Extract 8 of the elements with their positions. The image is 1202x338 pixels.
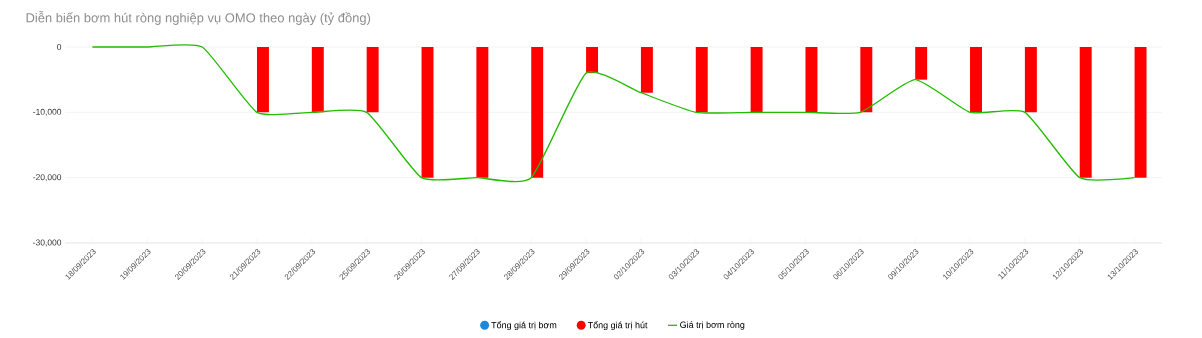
legend-label: Tổng giá trị bơm — [491, 320, 557, 331]
y-tick-label: -10,000 — [33, 108, 62, 116]
chart-title: Diễn biến bơm hút ròng nghiệp vụ OMO theo ngày (tỷ đồng) — [26, 11, 371, 25]
y-tick-label: 0 — [57, 44, 62, 50]
legend-label: Giá trị bơm ròng — [680, 321, 745, 330]
y-tick-label: -20,000 — [33, 174, 62, 182]
legend-label: Tổng giá trị hút — [587, 320, 648, 331]
y-tick-label: -30,000 — [33, 239, 62, 247]
